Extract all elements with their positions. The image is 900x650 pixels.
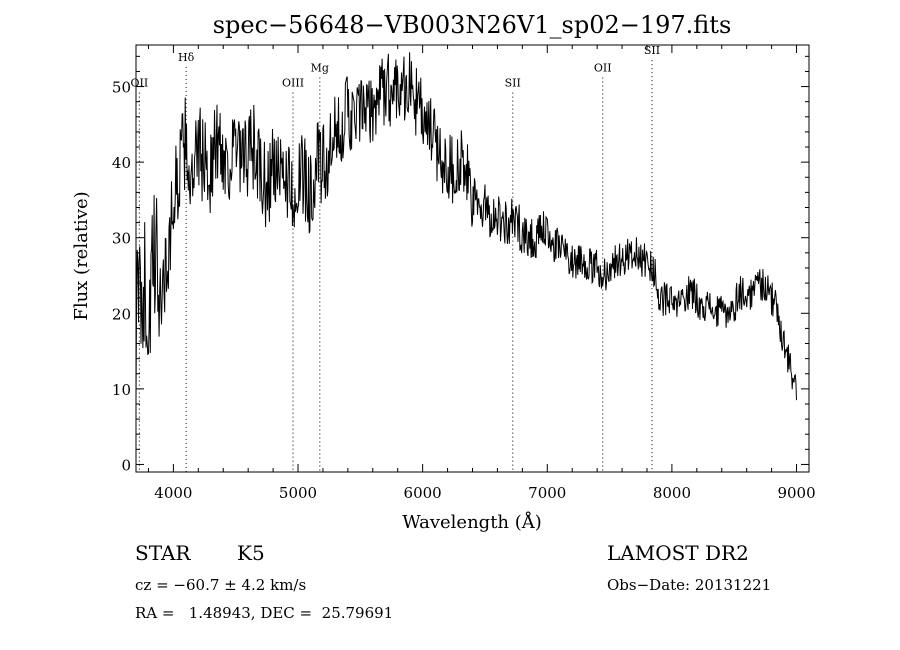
x-tick-label: 6000 xyxy=(404,484,442,502)
spectral-line-label: OIII xyxy=(282,77,304,90)
y-tick-label: 20 xyxy=(112,305,131,323)
spectrum-line xyxy=(135,52,797,401)
x-axis-label: Wavelength (Å) xyxy=(402,511,542,533)
x-tick-label: 7000 xyxy=(528,484,566,502)
object-subclass: K5 xyxy=(237,541,265,565)
y-tick-label: 0 xyxy=(121,456,131,474)
x-tick-label: 9000 xyxy=(777,484,815,502)
y-tick-label: 10 xyxy=(112,381,131,399)
plot-frame xyxy=(135,44,810,473)
coordinates-readout: RA = 1.48943, DEC = 25.79691 xyxy=(135,604,394,622)
velocity-readout: cz = −60.7 ± 4.2 km/s xyxy=(135,576,307,594)
x-tick-label: 5000 xyxy=(279,484,317,502)
spectral-line-label: SII xyxy=(505,77,521,90)
obs-date: Obs−Date: 20131221 xyxy=(607,576,772,594)
x-tick-label: 8000 xyxy=(653,484,691,502)
y-tick-label: 50 xyxy=(112,79,131,97)
x-tick-label: 4000 xyxy=(154,484,192,502)
y-axis-label: Flux (relative) xyxy=(71,191,92,320)
spectral-line-label: OII xyxy=(594,61,612,74)
survey-name: LAMOST DR2 xyxy=(607,541,749,565)
spectral-line-label: SII xyxy=(644,44,660,57)
spectral-line-label: OII xyxy=(131,77,149,90)
chart-title: spec−56648−VB003N26V1_sp02−197.fits xyxy=(213,11,732,39)
y-tick-label: 40 xyxy=(112,154,131,172)
object-class: STAR xyxy=(135,541,191,565)
spectral-line-label: Mg xyxy=(311,61,329,74)
spectral-line-label: Hδ xyxy=(178,51,195,64)
y-tick-label: 30 xyxy=(112,230,131,248)
